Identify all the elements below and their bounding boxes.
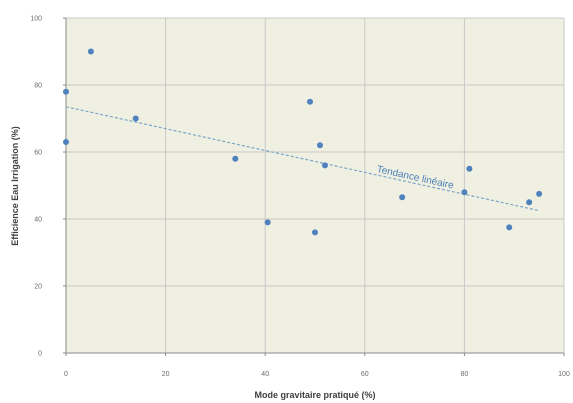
data-point bbox=[232, 155, 239, 162]
y-tick-label: 20 bbox=[34, 284, 42, 291]
y-tick-label: 80 bbox=[34, 83, 42, 90]
axes bbox=[63, 17, 565, 356]
data-point bbox=[63, 88, 69, 95]
data-point bbox=[526, 199, 533, 206]
data-point bbox=[63, 138, 69, 145]
x-axis-title: Mode gravitaire pratiqué (%) bbox=[254, 390, 375, 400]
x-tick-label: 100 bbox=[558, 371, 570, 378]
y-tick-label: 40 bbox=[34, 217, 42, 224]
data-point bbox=[466, 165, 473, 172]
data-point bbox=[307, 98, 314, 105]
data-point bbox=[132, 115, 139, 122]
data-point bbox=[87, 48, 94, 55]
data-point bbox=[399, 194, 406, 201]
data-point bbox=[321, 162, 328, 169]
data-point bbox=[316, 142, 323, 149]
data-point bbox=[312, 229, 318, 236]
data-point bbox=[506, 224, 513, 231]
plot-background bbox=[66, 18, 564, 353]
data-point bbox=[536, 190, 543, 197]
x-tick-label: 40 bbox=[261, 371, 269, 378]
data-points bbox=[63, 48, 543, 236]
tick-labels: 0 20 40 60 80 100 0 20 40 60 80 100 bbox=[30, 16, 570, 379]
x-tick-label: 0 bbox=[64, 371, 68, 378]
trendline bbox=[65, 106, 540, 212]
y-tick-label: 60 bbox=[34, 150, 42, 157]
x-tick-label: 20 bbox=[162, 371, 170, 378]
y-tick-label: 0 bbox=[38, 351, 42, 358]
y-axis-title: Efficience Eau Irrigation (%) bbox=[10, 126, 20, 246]
data-point bbox=[461, 189, 468, 196]
x-tick-label: 80 bbox=[461, 371, 469, 378]
y-tick-label: 100 bbox=[30, 16, 42, 23]
x-tick-label: 60 bbox=[361, 371, 369, 378]
grid-lines bbox=[65, 17, 565, 354]
data-point bbox=[264, 219, 271, 226]
